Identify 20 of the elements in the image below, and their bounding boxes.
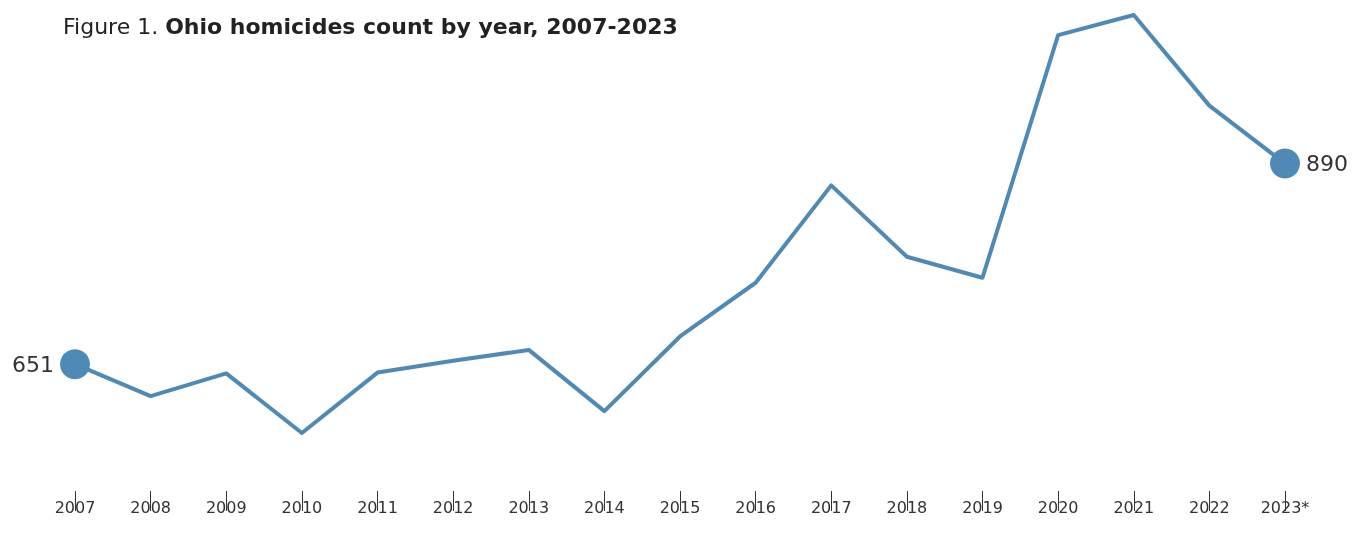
x-tick-label: 2023* xyxy=(1260,497,1310,517)
x-tick-label: 2021 xyxy=(1113,497,1155,517)
x-tick-label: 2017 xyxy=(810,497,852,517)
x-tick-label: 2011 xyxy=(357,497,398,517)
x-tick-label: 2012 xyxy=(432,497,474,517)
x-tick-label: 2018 xyxy=(886,497,928,517)
x-tick-label: 2022 xyxy=(1189,497,1230,517)
data-label: 890 xyxy=(1306,151,1348,177)
x-tick-label: 2016 xyxy=(735,497,776,517)
x-tick-label: 2013 xyxy=(508,497,550,517)
x-tick-label: 2020 xyxy=(1037,497,1079,517)
data-label: 651 xyxy=(12,351,54,377)
x-tick-label: 2019 xyxy=(962,497,1003,517)
x-tick-label: 2008 xyxy=(130,497,171,517)
x-tick-label: 2010 xyxy=(281,497,323,517)
x-tick-label: 2007 xyxy=(54,497,96,517)
x-tick-label: 2014 xyxy=(584,497,625,517)
chart-title: Figure 1. Ohio homicides count by year, 2007-2023 xyxy=(63,13,678,39)
x-tick-label: 2009 xyxy=(205,497,247,517)
x-tick-label: 2015 xyxy=(659,497,701,517)
